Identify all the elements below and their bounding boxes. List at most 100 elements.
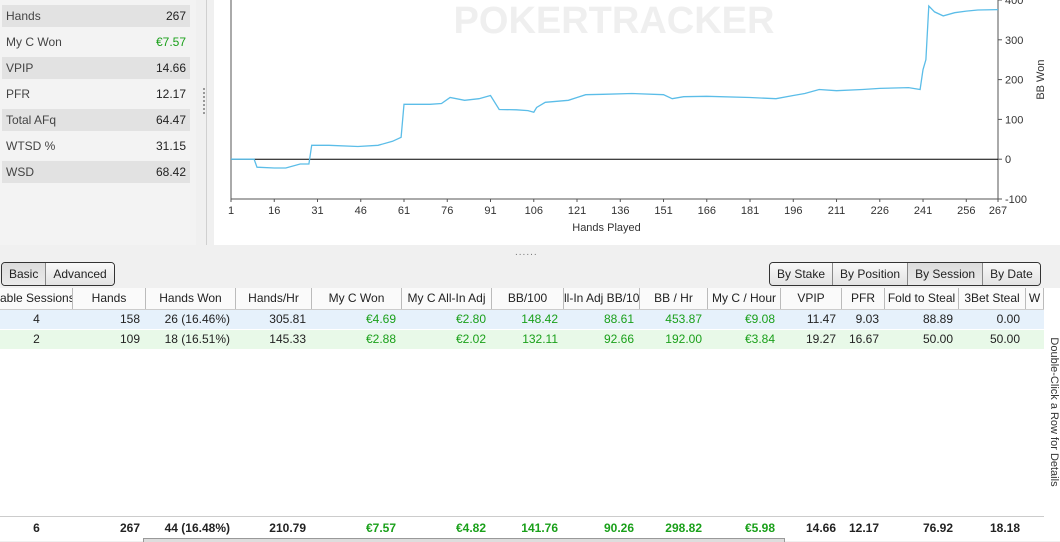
x-tick-label: 121 bbox=[568, 205, 586, 217]
y-tick-label: 0 bbox=[1005, 154, 1011, 166]
x-tick-label: 91 bbox=[484, 205, 496, 217]
table-cell: 109 bbox=[119, 332, 140, 346]
table-cell: 11.47 bbox=[806, 312, 836, 326]
column-header[interactable]: 3Bet Steal bbox=[959, 288, 1026, 309]
stat-label: PFR bbox=[6, 87, 30, 101]
y-tick-label: 300 bbox=[1005, 35, 1023, 47]
bb-won-graph: POKERTRACKER 1 16 31 46 61 76 91 106 121 136 151 16… bbox=[214, 0, 1060, 245]
stat-label: My C Won bbox=[6, 35, 62, 49]
table-cell: 26 (16.46%) bbox=[164, 312, 230, 326]
x-tick-label: 181 bbox=[741, 205, 759, 217]
column-header[interactable]: BB/100 bbox=[492, 288, 564, 309]
horizontal-scrollbar[interactable] bbox=[143, 538, 785, 542]
table-cell: 305.81 bbox=[269, 312, 306, 326]
column-header[interactable]: Hands bbox=[73, 288, 146, 309]
column-header[interactable]: Hands/Hr bbox=[236, 288, 312, 309]
x-tick-label: 151 bbox=[654, 205, 672, 217]
stat-label: VPIP bbox=[6, 61, 34, 75]
x-tick-label: 226 bbox=[871, 205, 889, 217]
group-by-stake-button[interactable]: By Stake bbox=[770, 263, 834, 285]
stat-row-total-afq: Total AFq 64.47 bbox=[2, 109, 190, 131]
stat-value: 31.15 bbox=[155, 139, 186, 153]
table-cell: €5.98 bbox=[744, 521, 775, 535]
stat-value: 12.17 bbox=[155, 87, 186, 101]
x-tick-label: 16 bbox=[268, 205, 280, 217]
stat-value: 267 bbox=[165, 9, 186, 23]
stat-row-wsd: WSD 68.42 bbox=[2, 161, 190, 183]
y-tick-label: 400 bbox=[1005, 0, 1023, 7]
x-tick-label: 106 bbox=[525, 205, 543, 217]
table-cell: €7.57 bbox=[365, 521, 396, 535]
table-row[interactable]: 2 109 18 (16.51%) 145.33 €2.88 €2.02 132.11 92.… bbox=[0, 330, 1044, 349]
table-cell: 453.87 bbox=[665, 312, 702, 326]
x-axis-label: Hands Played bbox=[572, 222, 641, 234]
stat-value: 64.47 bbox=[155, 113, 186, 127]
table-cell: 18.18 bbox=[989, 521, 1020, 535]
graph-canvas: POKERTRACKER 1 16 31 46 61 76 91 106 121 136 151 16… bbox=[228, 0, 1047, 234]
stat-row-vpip: VPIP 14.66 bbox=[2, 57, 190, 79]
table-cell: 50.00 bbox=[922, 332, 953, 346]
table-cell: €4.69 bbox=[365, 312, 396, 326]
table-cell: 2 bbox=[33, 332, 40, 346]
pokertracker-watermark-logo: POKERTRACKER bbox=[454, 0, 775, 42]
horizontal-splitter[interactable]: ...... bbox=[0, 245, 1060, 259]
table-header: able Sessions Hands Hands Won Hands/Hr My C … bbox=[0, 288, 1044, 310]
splitter-grip-icon[interactable]: ...... bbox=[515, 247, 538, 258]
table-cell: 14.66 bbox=[805, 521, 836, 535]
column-header[interactable]: able Sessions bbox=[0, 288, 73, 309]
column-header[interactable]: Hands Won bbox=[146, 288, 236, 309]
column-header[interactable]: PFR bbox=[842, 288, 885, 309]
table-cell: 4 bbox=[33, 312, 40, 326]
side-hint: Double-Click a Row for Details bbox=[1044, 288, 1060, 541]
bb-won-line bbox=[231, 4, 999, 169]
stat-label: WSD bbox=[6, 165, 34, 179]
table-cell: 90.26 bbox=[603, 521, 634, 535]
x-tick-label: 46 bbox=[355, 205, 367, 217]
vertical-splitter-handle[interactable] bbox=[203, 88, 208, 114]
sessions-table: able Sessions Hands Hands Won Hands/Hr My C … bbox=[0, 288, 1044, 541]
stat-row-my-c-won: My C Won €7.57 bbox=[2, 31, 190, 53]
column-header[interactable]: My C / Hour bbox=[708, 288, 781, 309]
table-cell: 210.79 bbox=[269, 521, 306, 535]
stats-panel: Hands 267 My C Won €7.57 VPIP 14.66 PFR 12.17 To… bbox=[0, 0, 196, 245]
table-cell: 50.00 bbox=[989, 332, 1020, 346]
y-tick-label: 200 bbox=[1005, 75, 1023, 87]
group-by-position-button[interactable]: By Position bbox=[833, 263, 909, 285]
table-cell: 145.33 bbox=[269, 332, 306, 346]
group-by-session-button[interactable]: By Session bbox=[908, 263, 984, 285]
y-tick-label: -100 bbox=[1005, 194, 1027, 206]
totals-row[interactable]: 6 267 44 (16.48%) 210.79 €7.57 €4.82 141.76 90.… bbox=[0, 516, 1044, 539]
table-cell: 18 (16.51%) bbox=[164, 332, 230, 346]
table-cell: 9.03 bbox=[855, 312, 879, 326]
x-tick-label: 256 bbox=[957, 205, 975, 217]
mode-advanced-button[interactable]: Advanced bbox=[46, 263, 114, 285]
x-tick-label: 61 bbox=[398, 205, 410, 217]
group-by-date-button[interactable]: By Date bbox=[983, 263, 1040, 285]
column-header[interactable]: BB / Hr bbox=[640, 288, 708, 309]
table-cell: €9.08 bbox=[744, 312, 775, 326]
stat-value: 68.42 bbox=[155, 165, 186, 179]
column-header[interactable]: Fold to Steal bbox=[885, 288, 959, 309]
table-cell: €2.02 bbox=[455, 332, 486, 346]
stat-row-hands: Hands 267 bbox=[2, 5, 190, 27]
table-cell: €3.84 bbox=[744, 332, 775, 346]
column-header[interactable]: VPIP bbox=[781, 288, 842, 309]
group-by-toggle[interactable]: By Stake By Position By Session By Date bbox=[769, 262, 1041, 286]
basic-advanced-toggle[interactable]: Basic Advanced bbox=[1, 262, 115, 286]
column-header[interactable]: My C All-In Adj bbox=[402, 288, 492, 309]
column-header[interactable]: W bbox=[1026, 288, 1044, 309]
table-cell: 141.76 bbox=[521, 521, 558, 535]
table-cell: 16.67 bbox=[848, 332, 879, 346]
table-cell: 88.89 bbox=[922, 312, 953, 326]
mode-basic-button[interactable]: Basic bbox=[2, 263, 47, 285]
column-header[interactable]: My C Won bbox=[312, 288, 402, 309]
column-header[interactable]: ll-In Adj BB/10 bbox=[564, 288, 640, 309]
table-cell: 92.66 bbox=[603, 332, 634, 346]
table-cell: 88.61 bbox=[603, 312, 634, 326]
table-row[interactable]: 4 158 26 (16.46%) 305.81 €4.69 €2.80 148.42 88.… bbox=[0, 310, 1044, 329]
table-cell: €2.80 bbox=[455, 312, 486, 326]
table-cell: 298.82 bbox=[665, 521, 702, 535]
x-tick-label: 196 bbox=[784, 205, 802, 217]
stat-label: Hands bbox=[6, 9, 41, 23]
x-tick-label: 31 bbox=[311, 205, 323, 217]
